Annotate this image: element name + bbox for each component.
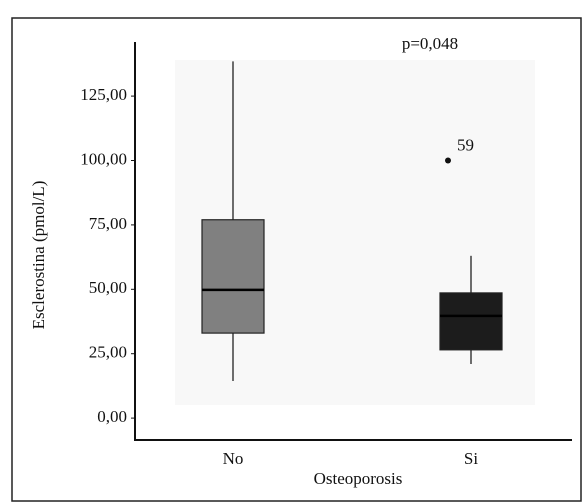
x-axis-label: Osteoporosis [314, 469, 403, 488]
x-tick-label: Si [464, 449, 478, 468]
y-tick-label: 100,00 [80, 149, 127, 168]
outlier-label: 59 [457, 135, 474, 154]
y-tick-label: 125,00 [80, 85, 127, 104]
y-tick-label: 75,00 [89, 214, 127, 233]
outlier [445, 157, 451, 164]
box [439, 292, 503, 351]
y-axis-label: Esclerostina (pmol/L) [29, 181, 48, 330]
x-tick-label: No [223, 449, 244, 468]
box [201, 219, 265, 334]
annotation: p=0,048 [402, 34, 458, 53]
y-tick-label: 0,00 [97, 407, 127, 426]
y-tick-label: 50,00 [89, 278, 127, 297]
frame [11, 17, 582, 502]
y-tick-label: 25,00 [89, 343, 127, 362]
